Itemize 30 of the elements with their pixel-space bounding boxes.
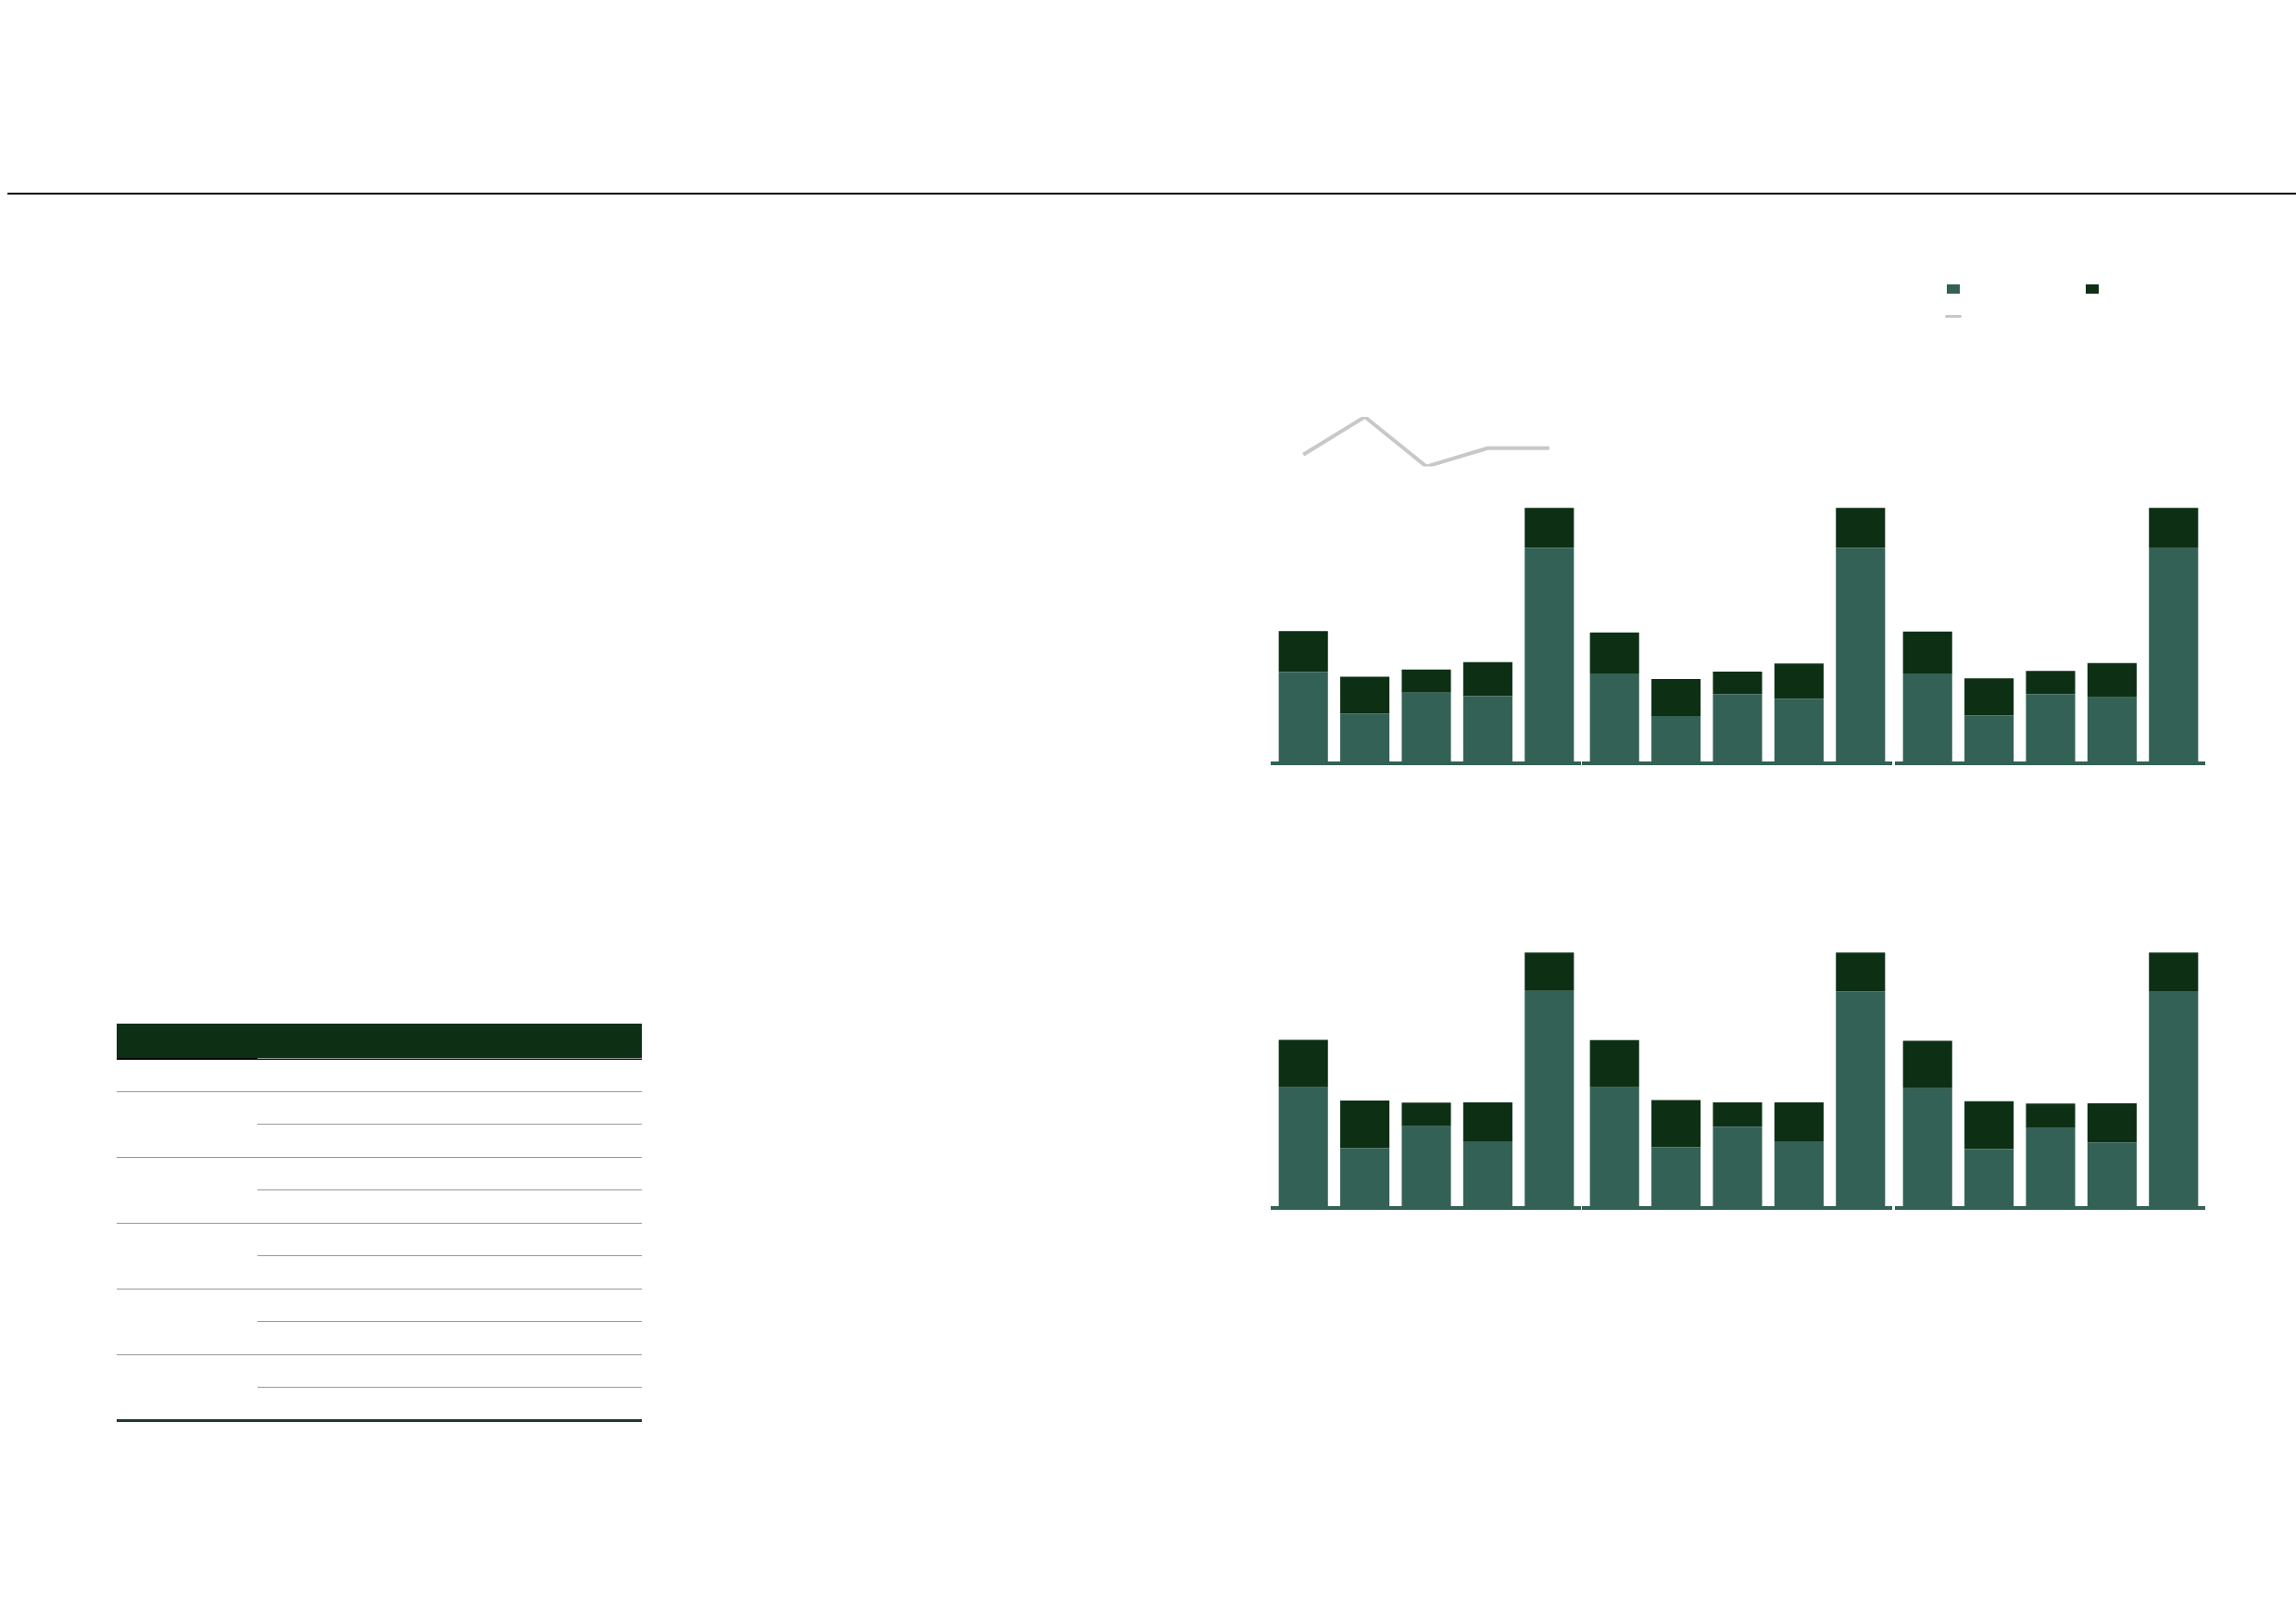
bar [1524,508,1575,548]
bar [1713,672,1763,695]
bar [1774,663,1824,699]
bar [2026,1103,2076,1128]
bar [2087,662,2137,698]
bar [1401,669,1451,693]
bar [1462,1101,1512,1142]
bar [1589,632,1639,673]
bar [2149,952,2199,992]
bar [1589,1039,1639,1088]
bar [1836,952,1886,992]
bar [1462,661,1512,697]
bar [2149,508,2199,548]
bar [1902,631,1952,673]
bar [1964,1101,2014,1150]
bar [2026,671,2076,695]
bar [2087,1103,2137,1143]
bar [1524,952,1575,991]
bar [1340,676,1390,714]
bar [1651,679,1701,716]
bar [1713,1101,1763,1127]
bar [1836,508,1886,548]
bar [1964,678,2014,716]
bar [1340,1100,1390,1149]
bar [1401,1102,1451,1126]
bar [1774,1101,1824,1142]
bar [1651,1100,1701,1148]
bar [1902,1040,1952,1088]
bar [1278,631,1328,673]
bar [1278,1039,1328,1088]
